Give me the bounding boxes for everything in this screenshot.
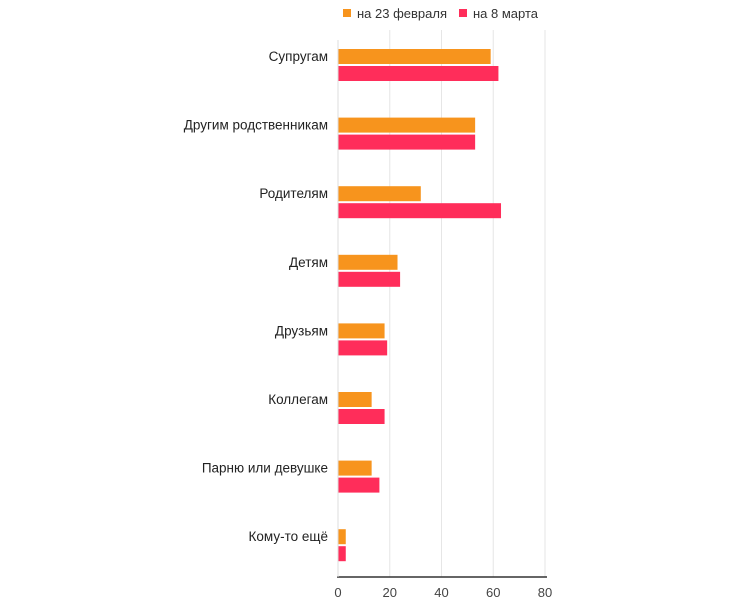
bar-mar8: [338, 546, 346, 562]
x-tick-label: 40: [434, 585, 448, 599]
bar-feb23: [338, 117, 476, 133]
bar-mar8: [338, 134, 476, 150]
x-tick-label: 20: [383, 585, 397, 599]
bars: [338, 49, 502, 562]
bar-mar8: [338, 409, 385, 424]
bar-feb23: [338, 460, 372, 476]
category-label: Кому-то ещё: [249, 529, 328, 544]
bar-feb23: [338, 323, 385, 339]
bar-mar8: [338, 66, 499, 81]
bar-feb23: [338, 49, 491, 64]
bar-feb23: [338, 186, 421, 202]
bar-mar8: [338, 271, 401, 287]
category-label: Родителям: [259, 186, 328, 201]
category-label: Парню или девушке: [202, 461, 328, 476]
legend-swatch: [343, 9, 351, 17]
x-tick-label: 80: [538, 585, 552, 599]
legend: на 23 февраля на 8 марта: [343, 6, 539, 21]
legend-swatch: [459, 9, 467, 17]
category-label: Другим родственникам: [184, 118, 328, 133]
x-tick-label: 60: [486, 585, 500, 599]
legend-item: на 8 марта: [459, 6, 539, 21]
legend-label: на 23 февраля: [357, 6, 447, 21]
category-label: Супругам: [269, 49, 328, 64]
bar-mar8: [338, 340, 388, 356]
bar-feb23: [338, 392, 372, 407]
category-label: Друзьям: [275, 323, 328, 338]
x-axis: 0 20 40 60 80: [334, 40, 552, 599]
bar-mar8: [338, 203, 502, 219]
category-labels: Супругам Другим родственникам Родителям Дет…: [184, 49, 328, 544]
category-label: Детям: [289, 255, 328, 270]
bar-feb23: [338, 254, 398, 270]
legend-item: на 23 февраля: [343, 6, 447, 21]
bar-mar8: [338, 477, 380, 493]
category-label: Коллегам: [268, 392, 328, 407]
bar-feb23: [338, 529, 346, 545]
x-tick-label: 0: [334, 585, 341, 599]
grid-lines: [389, 30, 546, 577]
legend-label: на 8 марта: [473, 6, 539, 21]
